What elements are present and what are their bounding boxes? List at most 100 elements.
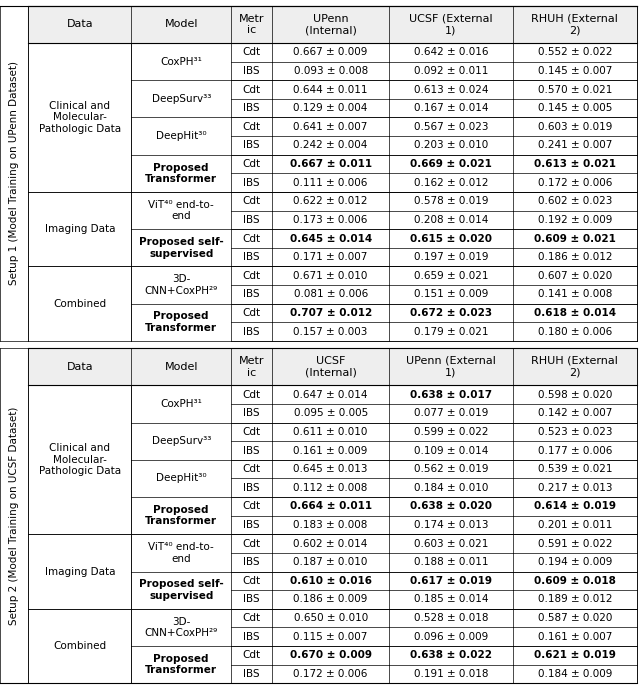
Text: IBS: IBS bbox=[243, 669, 260, 679]
Text: 0.171 ± 0.007: 0.171 ± 0.007 bbox=[294, 252, 368, 262]
Text: 0.241 ± 0.007: 0.241 ± 0.007 bbox=[538, 141, 612, 150]
Text: 0.642 ± 0.016: 0.642 ± 0.016 bbox=[413, 48, 488, 57]
Text: 0.187 ± 0.010: 0.187 ± 0.010 bbox=[294, 557, 368, 567]
Text: Cdt: Cdt bbox=[243, 613, 260, 623]
Text: Clinical and
Molecular-
Pathologic Data: Clinical and Molecular- Pathologic Data bbox=[39, 443, 121, 476]
Text: Cdt: Cdt bbox=[243, 196, 260, 206]
Text: Proposed self-
supervised: Proposed self- supervised bbox=[139, 579, 223, 601]
Text: 0.659 ± 0.021: 0.659 ± 0.021 bbox=[413, 271, 488, 280]
Text: Proposed
Transformer: Proposed Transformer bbox=[145, 311, 217, 333]
Text: 0.647 ± 0.014: 0.647 ± 0.014 bbox=[293, 390, 368, 400]
Text: IBS: IBS bbox=[243, 215, 260, 225]
Text: 0.578 ± 0.019: 0.578 ± 0.019 bbox=[413, 196, 488, 206]
Text: DeepSurv³³: DeepSurv³³ bbox=[152, 94, 211, 104]
Text: 0.567 ± 0.023: 0.567 ± 0.023 bbox=[413, 122, 488, 132]
Text: 0.184 ± 0.010: 0.184 ± 0.010 bbox=[413, 483, 488, 493]
Text: 0.669 ± 0.021: 0.669 ± 0.021 bbox=[410, 159, 492, 169]
Text: 0.672 ± 0.023: 0.672 ± 0.023 bbox=[410, 308, 492, 318]
Text: 0.645 ± 0.013: 0.645 ± 0.013 bbox=[293, 464, 368, 474]
Text: Model: Model bbox=[164, 362, 198, 371]
Text: 0.092 ± 0.011: 0.092 ± 0.011 bbox=[413, 66, 488, 76]
Text: 0.208 ± 0.014: 0.208 ± 0.014 bbox=[413, 215, 488, 225]
Text: Cdt: Cdt bbox=[243, 427, 260, 437]
Text: DeepHit³⁰: DeepHit³⁰ bbox=[156, 473, 207, 484]
Text: 0.192 ± 0.009: 0.192 ± 0.009 bbox=[538, 215, 612, 225]
Text: Cdt: Cdt bbox=[243, 539, 260, 548]
Text: 0.599 ± 0.022: 0.599 ± 0.022 bbox=[413, 427, 488, 437]
Text: RHUH (External
2): RHUH (External 2) bbox=[531, 356, 618, 378]
Text: 0.607 ± 0.020: 0.607 ± 0.020 bbox=[538, 271, 612, 280]
Text: 0.112 ± 0.008: 0.112 ± 0.008 bbox=[294, 483, 368, 493]
Text: 0.552 ± 0.022: 0.552 ± 0.022 bbox=[538, 48, 612, 57]
Text: Setup 1 (Model Training on UPenn Dataset): Setup 1 (Model Training on UPenn Dataset… bbox=[9, 61, 19, 285]
Text: 0.081 ± 0.006: 0.081 ± 0.006 bbox=[294, 289, 368, 299]
Text: 0.591 ± 0.022: 0.591 ± 0.022 bbox=[538, 539, 612, 548]
Text: 0.618 ± 0.014: 0.618 ± 0.014 bbox=[534, 308, 616, 318]
Text: IBS: IBS bbox=[243, 409, 260, 418]
Text: 0.602 ± 0.023: 0.602 ± 0.023 bbox=[538, 196, 612, 206]
Text: 0.539 ± 0.021: 0.539 ± 0.021 bbox=[538, 464, 612, 474]
Text: 0.670 ± 0.009: 0.670 ± 0.009 bbox=[290, 650, 372, 660]
Text: 0.617 ± 0.019: 0.617 ± 0.019 bbox=[410, 576, 492, 586]
Text: IBS: IBS bbox=[243, 103, 260, 113]
Text: IBS: IBS bbox=[243, 446, 260, 455]
Text: IBS: IBS bbox=[243, 595, 260, 604]
Text: 0.528 ± 0.018: 0.528 ± 0.018 bbox=[413, 613, 488, 623]
Text: Cdt: Cdt bbox=[243, 48, 260, 57]
Text: 0.667 ± 0.011: 0.667 ± 0.011 bbox=[289, 159, 372, 169]
Text: ViT⁴⁰ end-to-
end: ViT⁴⁰ end-to- end bbox=[148, 542, 214, 564]
Text: IBS: IBS bbox=[243, 252, 260, 262]
Text: 0.610 ± 0.016: 0.610 ± 0.016 bbox=[290, 576, 372, 586]
Text: 0.613 ± 0.024: 0.613 ± 0.024 bbox=[413, 85, 488, 94]
Text: IBS: IBS bbox=[243, 289, 260, 299]
Text: 0.188 ± 0.011: 0.188 ± 0.011 bbox=[413, 557, 488, 567]
Text: CoxPH³¹: CoxPH³¹ bbox=[160, 56, 202, 67]
Text: RHUH (External
2): RHUH (External 2) bbox=[531, 14, 618, 35]
Text: 0.638 ± 0.017: 0.638 ± 0.017 bbox=[410, 390, 492, 400]
Text: 0.587 ± 0.020: 0.587 ± 0.020 bbox=[538, 613, 612, 623]
Text: 0.185 ± 0.014: 0.185 ± 0.014 bbox=[413, 595, 488, 604]
Text: Proposed
Transformer: Proposed Transformer bbox=[145, 163, 217, 184]
Text: 0.095 ± 0.005: 0.095 ± 0.005 bbox=[294, 409, 368, 418]
Text: 0.622 ± 0.012: 0.622 ± 0.012 bbox=[293, 196, 368, 206]
Text: IBS: IBS bbox=[243, 66, 260, 76]
Text: 0.570 ± 0.021: 0.570 ± 0.021 bbox=[538, 85, 612, 94]
Text: Cdt: Cdt bbox=[243, 234, 260, 243]
Text: 0.145 ± 0.007: 0.145 ± 0.007 bbox=[538, 66, 612, 76]
Text: Clinical and
Molecular-
Pathologic Data: Clinical and Molecular- Pathologic Data bbox=[39, 101, 121, 134]
Text: 0.217 ± 0.013: 0.217 ± 0.013 bbox=[538, 483, 612, 493]
Text: 0.609 ± 0.018: 0.609 ± 0.018 bbox=[534, 576, 616, 586]
Text: 0.197 ± 0.019: 0.197 ± 0.019 bbox=[413, 252, 488, 262]
Text: 0.141 ± 0.008: 0.141 ± 0.008 bbox=[538, 289, 612, 299]
Text: 0.129 ± 0.004: 0.129 ± 0.004 bbox=[294, 103, 368, 113]
Text: Cdt: Cdt bbox=[243, 85, 260, 94]
Text: Cdt: Cdt bbox=[243, 308, 260, 318]
Text: Data: Data bbox=[67, 19, 93, 30]
Text: 0.145 ± 0.005: 0.145 ± 0.005 bbox=[538, 103, 612, 113]
Text: 0.180 ± 0.006: 0.180 ± 0.006 bbox=[538, 327, 612, 337]
Text: Combined: Combined bbox=[53, 641, 106, 651]
Text: Metr
ic: Metr ic bbox=[239, 14, 264, 35]
Text: 0.645 ± 0.014: 0.645 ± 0.014 bbox=[289, 234, 372, 243]
Text: 0.172 ± 0.006: 0.172 ± 0.006 bbox=[538, 178, 612, 187]
Text: 0.191 ± 0.018: 0.191 ± 0.018 bbox=[413, 669, 488, 679]
Text: 3D-
CNN+CoxPH²⁹: 3D- CNN+CoxPH²⁹ bbox=[145, 274, 218, 296]
Text: IBS: IBS bbox=[243, 178, 260, 187]
Text: 0.621 ± 0.019: 0.621 ± 0.019 bbox=[534, 650, 616, 660]
Text: 0.638 ± 0.022: 0.638 ± 0.022 bbox=[410, 650, 492, 660]
Text: Cdt: Cdt bbox=[243, 650, 260, 660]
Text: 0.603 ± 0.019: 0.603 ± 0.019 bbox=[538, 122, 612, 132]
Text: 0.242 ± 0.004: 0.242 ± 0.004 bbox=[294, 141, 368, 150]
Text: 0.161 ± 0.009: 0.161 ± 0.009 bbox=[294, 446, 368, 455]
Text: 0.179 ± 0.021: 0.179 ± 0.021 bbox=[413, 327, 488, 337]
Text: 0.707 ± 0.012: 0.707 ± 0.012 bbox=[289, 308, 372, 318]
Text: Metr
ic: Metr ic bbox=[239, 356, 264, 378]
Text: 0.203 ± 0.010: 0.203 ± 0.010 bbox=[414, 141, 488, 150]
Text: Model: Model bbox=[164, 19, 198, 30]
Text: 0.644 ± 0.011: 0.644 ± 0.011 bbox=[293, 85, 368, 94]
Text: 0.189 ± 0.012: 0.189 ± 0.012 bbox=[538, 595, 612, 604]
Text: 0.173 ± 0.006: 0.173 ± 0.006 bbox=[294, 215, 368, 225]
Text: 0.162 ± 0.012: 0.162 ± 0.012 bbox=[413, 178, 488, 187]
Text: Cdt: Cdt bbox=[243, 576, 260, 586]
Text: 3D-
CNN+CoxPH²⁹: 3D- CNN+CoxPH²⁹ bbox=[145, 617, 218, 638]
